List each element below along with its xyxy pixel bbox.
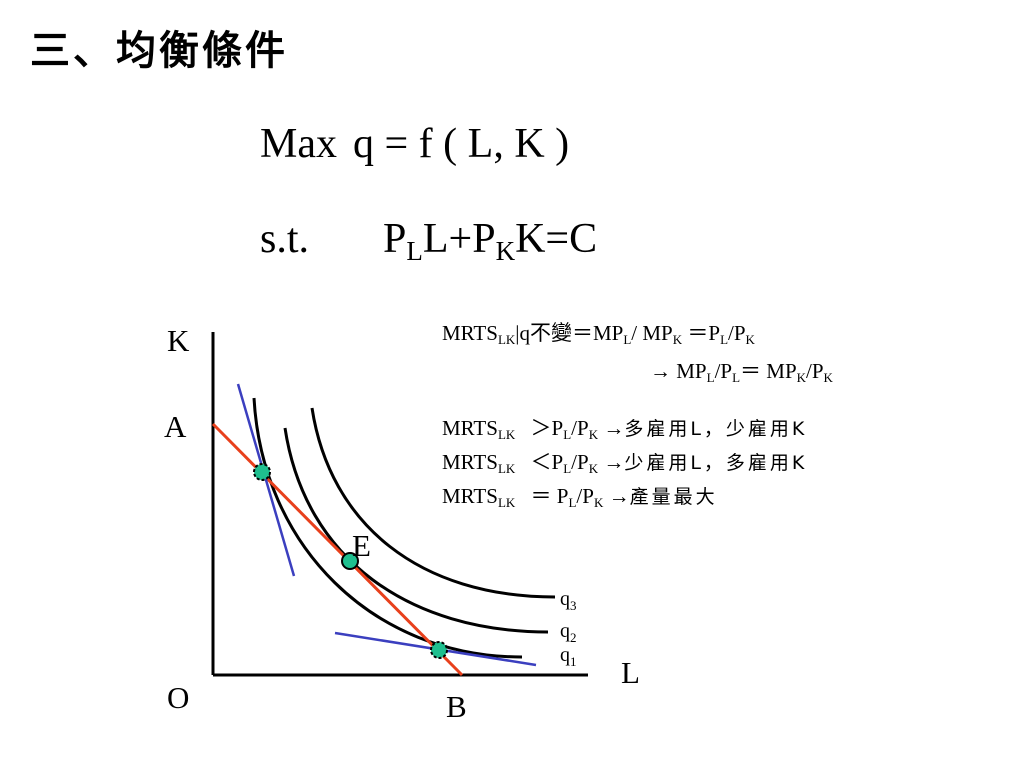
c3-e: 多雇用L，少雇用K [624, 418, 808, 440]
c1-bsub: L [623, 332, 632, 347]
condition-line-4: MRTSLK ＜PL/PK →少雇用L，多雇用K [442, 450, 808, 476]
c5-b: ＝ P [525, 484, 569, 508]
constraint-sub-l: L [406, 236, 423, 266]
condition-line-1: MRTSLK|q不變＝MPL/ MPK ＝PL/PK [442, 321, 755, 347]
intersection-point-lower [430, 641, 448, 659]
c2-c: ＝ MP [740, 359, 797, 383]
q3-name: q [560, 588, 570, 610]
c1-b: |q不變＝MP [515, 321, 624, 345]
objective-equation: Max q = f ( L, K ) [260, 123, 569, 165]
c1-asub: LK [497, 332, 516, 347]
constraint-t2: K=C [515, 216, 598, 262]
c5-bsub: L [568, 495, 577, 510]
intersection-point-upper [253, 463, 271, 481]
c1-dsub: L [720, 332, 729, 347]
c1-d: ＝P [682, 321, 721, 345]
c4-bsub: L [563, 461, 572, 476]
c3-csub: K [588, 427, 599, 442]
c5-c: /P [576, 484, 594, 508]
c2-a: → MP [650, 359, 707, 383]
constraint-sub-k: K [495, 236, 516, 266]
isoquant-q3-label: q3 [560, 588, 577, 613]
q1-name: q [560, 644, 570, 666]
c2-d: /P [806, 359, 824, 383]
c4-b: ＜P [525, 450, 564, 474]
c3-b: ＞P [525, 416, 564, 440]
production-function: q = f ( L, K ) [353, 121, 570, 167]
c5-asub: LK [497, 495, 516, 510]
c3-a: MRTS [442, 416, 498, 440]
c1-csub: K [672, 332, 683, 347]
c1-a: MRTS [442, 321, 498, 345]
l-axis-label: L [621, 655, 640, 690]
c5-d: → [603, 484, 630, 508]
tangent-line-upper [236, 383, 296, 577]
origin-label: O [167, 680, 189, 715]
c3-d: → [598, 416, 625, 440]
constraint-equation: PLL+PKK=C [383, 216, 598, 265]
max-label: Max [260, 121, 337, 167]
c4-e: 少雇用L，多雇用K [624, 452, 808, 474]
isoquant-q2-label: q2 [560, 620, 577, 645]
point-a-label: A [164, 409, 187, 444]
c2-csub: K [796, 370, 807, 385]
q3-sub: 3 [570, 598, 577, 613]
k-axis-label: K [167, 323, 190, 358]
c5-e: 產量最大 [629, 486, 718, 508]
constraint-label: s.t. [260, 216, 310, 262]
constraint-t1: L+P [422, 216, 496, 262]
c4-d: → [598, 450, 625, 474]
constraint-p1: P [383, 216, 407, 262]
condition-line-3: MRTSLK ＞PL/PK →多雇用L，少雇用K [442, 416, 808, 442]
c2-b: /P [714, 359, 733, 383]
c5-a: MRTS [442, 484, 498, 508]
equilibrium-point-e [341, 552, 359, 570]
isoquant-q3 [310, 407, 556, 599]
condition-line-2: → MPL/PL＝ MPK/PK [650, 359, 833, 385]
c3-asub: LK [497, 427, 516, 442]
isocost-line [211, 422, 464, 677]
isoquant-q1-label: q1 [560, 644, 577, 669]
c1-esub: K [745, 332, 755, 347]
c4-csub: K [588, 461, 599, 476]
c2-asub: L [706, 370, 715, 385]
point-e-label: E [352, 528, 371, 563]
q2-name: q [560, 620, 570, 642]
q1-sub: 1 [570, 654, 577, 669]
isoquant-q2 [283, 427, 549, 634]
c4-c: /P [571, 450, 589, 474]
c5-csub: K [593, 495, 604, 510]
q2-sub: 2 [570, 630, 577, 645]
c2-dsub: K [823, 370, 833, 385]
c4-a: MRTS [442, 450, 498, 474]
condition-line-5: MRTSLK ＝ PL/PK →產量最大 [442, 484, 718, 510]
c4-asub: LK [497, 461, 516, 476]
isoquant-q1 [252, 397, 523, 659]
c3-bsub: L [563, 427, 572, 442]
c1-e: /P [728, 321, 746, 345]
c1-c: / MP [631, 321, 673, 345]
point-b-label: B [446, 689, 467, 724]
slide-title: 三、均衡條件 [30, 28, 288, 74]
c3-c: /P [571, 416, 589, 440]
c2-bsub: L [732, 370, 741, 385]
